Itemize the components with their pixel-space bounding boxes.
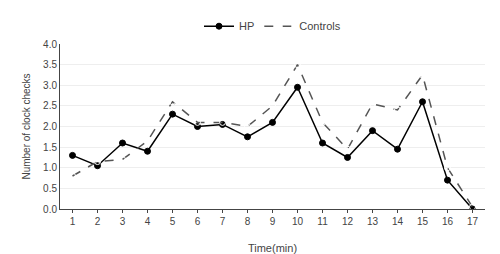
svg-text:3.5: 3.5 [43,59,57,70]
svg-text:Number of clock checks: Number of clock checks [21,73,32,179]
svg-text:5: 5 [170,216,176,227]
svg-text:6: 6 [195,216,201,227]
svg-text:2.5: 2.5 [43,100,57,111]
svg-text:2.0: 2.0 [43,121,57,132]
svg-text:HP: HP [239,20,254,32]
svg-text:10: 10 [292,216,304,227]
svg-text:1.0: 1.0 [43,162,57,173]
svg-text:1: 1 [70,216,76,227]
svg-text:11: 11 [317,216,328,227]
svg-text:Controls: Controls [299,20,340,32]
svg-text:3.0: 3.0 [43,80,57,91]
svg-text:15: 15 [417,216,429,227]
svg-text:13: 13 [367,216,379,227]
svg-text:7: 7 [220,216,226,227]
svg-text:1.5: 1.5 [43,142,57,153]
svg-text:17: 17 [467,216,479,227]
svg-text:16: 16 [442,216,454,227]
svg-text:14: 14 [392,216,404,227]
svg-text:4.0: 4.0 [43,39,57,50]
svg-text:0.0: 0.0 [43,204,57,215]
svg-text:12: 12 [342,216,354,227]
svg-text:8: 8 [245,216,251,227]
svg-text:0.5: 0.5 [43,183,57,194]
svg-text:3: 3 [120,216,126,227]
svg-text:2: 2 [95,216,101,227]
svg-text:Time(min): Time(min) [248,242,297,254]
svg-text:4: 4 [145,216,151,227]
svg-text:9: 9 [270,216,276,227]
